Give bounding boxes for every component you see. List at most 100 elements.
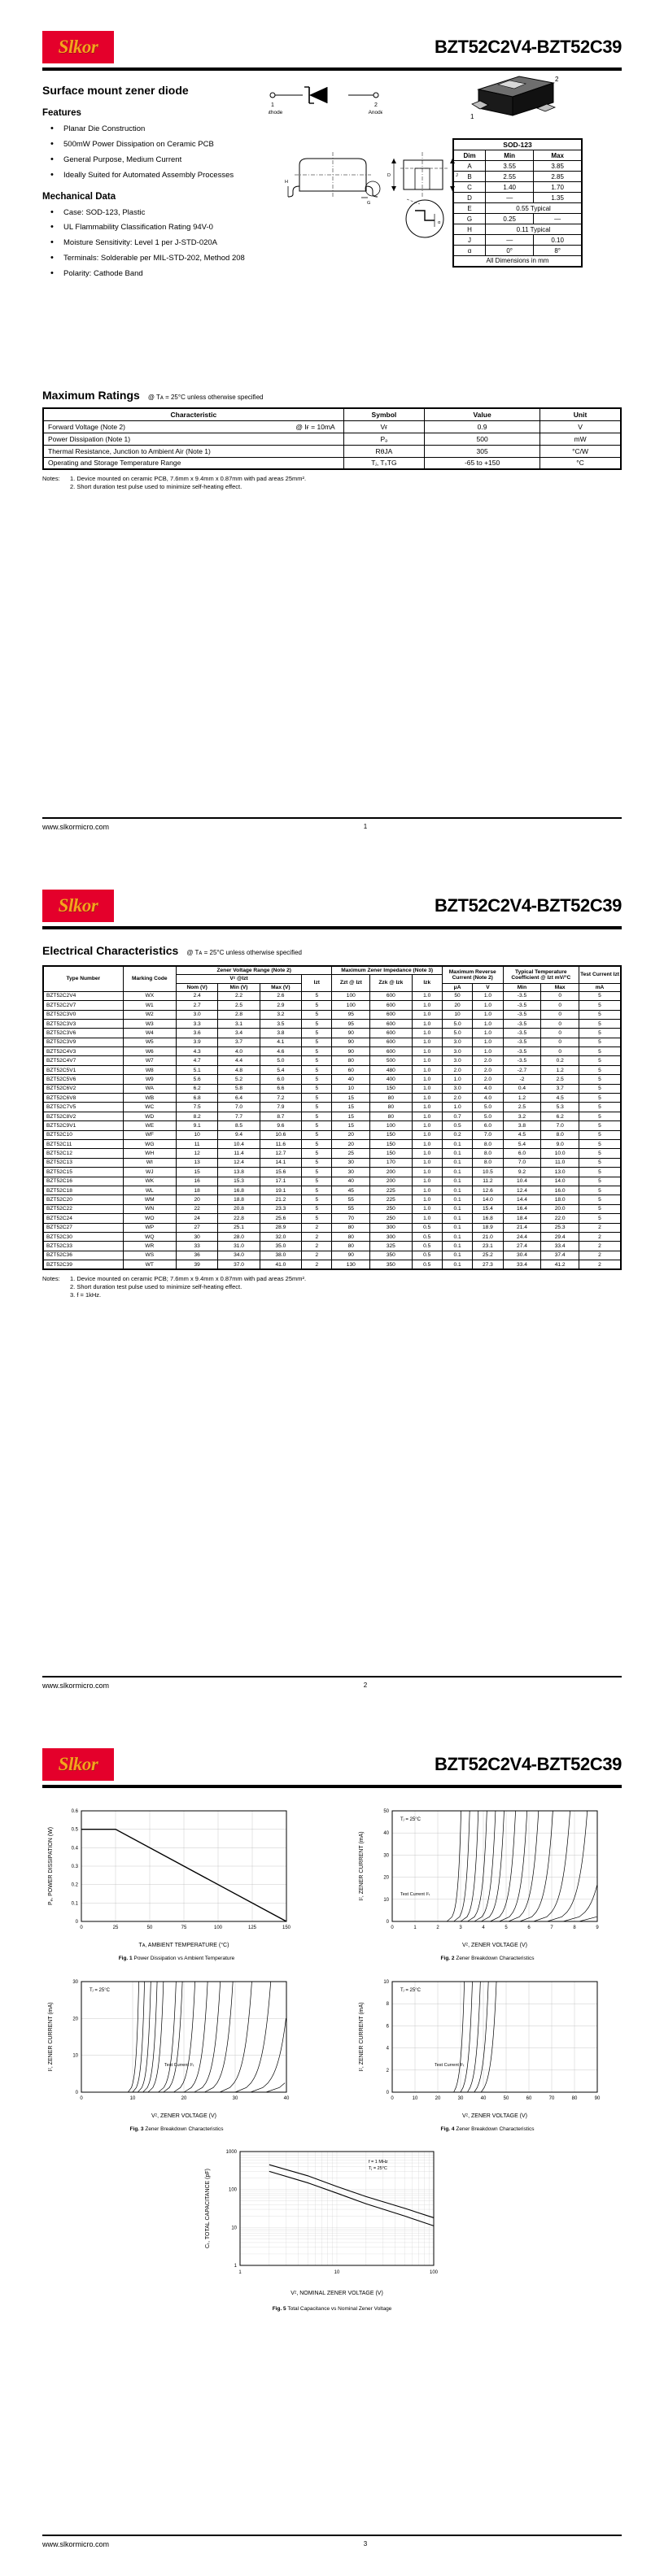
- ec-unit-tc-min: Min: [502, 982, 542, 992]
- ec-cell: 1.0: [472, 1000, 504, 1011]
- ec-cell: 17.1: [259, 1176, 303, 1186]
- fig3-caption: Fig. 3 Zener Breakdown Characteristics: [42, 2126, 311, 2133]
- ec-cell: 7.9: [259, 1102, 303, 1112]
- ec-cell: WH: [122, 1148, 177, 1159]
- ec-cell: 80: [369, 1093, 413, 1103]
- fig3-label: Fig. 3: [129, 2126, 144, 2133]
- zener-curve: [519, 1810, 553, 1922]
- ec-cell-type-number: BZT52C2V4: [42, 990, 124, 1002]
- dim-cell: 0.10: [533, 234, 583, 246]
- ec-cell: WF: [122, 1129, 177, 1141]
- ec-cell-type-number: BZT52C39: [42, 1260, 124, 1270]
- ec-cell: 13.8: [217, 1167, 260, 1177]
- mr-cell-symbol: Tⱼ, TₛTG: [343, 456, 426, 470]
- ec-cell: WP: [122, 1222, 177, 1233]
- ec-cell-type-number: BZT52C7V5: [42, 1102, 124, 1112]
- ec-cell: 300: [369, 1222, 413, 1233]
- ec-cell: 38.0: [259, 1250, 303, 1261]
- electrical-heading: Electrical Characteristics: [42, 944, 179, 957]
- ec-cell: 5: [301, 1213, 333, 1224]
- ec-cell: 15: [331, 1093, 371, 1103]
- page-footer: www.slkormicro.com 1: [42, 817, 622, 831]
- table-row: E 0.55 Typical: [452, 202, 583, 214]
- ec-cell: 6.6: [259, 1083, 303, 1094]
- ec-cell: 2.5: [217, 1000, 260, 1011]
- package-outline-drawing: H G: [283, 150, 413, 225]
- dim-cell: —: [533, 213, 583, 224]
- ec-cell: 1.0: [411, 1185, 443, 1196]
- mr-col-symbol: Symbol: [343, 407, 426, 421]
- ec-unit-izt-ma: mA: [579, 982, 622, 992]
- ec-cell-type-number: BZT52C9V1: [42, 1120, 124, 1131]
- ec-cell: 0.5: [411, 1250, 443, 1261]
- ec-cell-type-number: BZT52C27: [42, 1222, 124, 1233]
- fig4-annotation: Test Current Iᶻₜ: [435, 2063, 465, 2068]
- ec-cell: 80: [331, 1055, 371, 1066]
- dim-col-min: Min: [485, 150, 535, 161]
- ec-cell: 2: [301, 1241, 333, 1251]
- ec-cell: 0.1: [441, 1167, 474, 1177]
- x-tick-label: 2: [436, 1925, 439, 1930]
- ec-cell: 90: [331, 1028, 371, 1038]
- y-tick-label: 10: [72, 2054, 78, 2059]
- ec-cell: 45: [331, 1185, 371, 1196]
- x-tick-label: 125: [248, 1925, 257, 1930]
- y-tick-label: 0.5: [72, 1828, 79, 1833]
- ec-cell: 5: [579, 1037, 622, 1048]
- list-item: Polarity: Cathode Band: [42, 268, 286, 280]
- ec-cell: 1.0: [411, 1074, 443, 1085]
- table-row: BZT52C2V4 WX 2.4 2.2 2.6 5 100 600 1.0 50 1.0 -3.5 0…: [42, 990, 622, 1002]
- footer-url[interactable]: www.slkormicro.com: [42, 2540, 110, 2548]
- ec-cell: 0.1: [441, 1194, 474, 1205]
- ec-cell: 1.0: [411, 1129, 443, 1141]
- table-row: BZT52C2V7 W1 2.7 2.5 2.9 5 100 600 1.0 20 1.0 -3.5 0…: [42, 1000, 622, 1011]
- ec-cell: 5.0: [441, 1028, 474, 1038]
- dim-footnote: All Dimensions in mm: [452, 255, 583, 267]
- zener-curve: [474, 1810, 496, 1922]
- ec-cell: 3.4: [217, 1028, 260, 1038]
- x-tick-label: 30: [233, 2096, 238, 2101]
- ec-cell: 1.0: [411, 1064, 443, 1076]
- footer-url[interactable]: www.slkormicro.com: [42, 823, 110, 831]
- ec-cell: 37.0: [217, 1260, 260, 1270]
- dim-cell: B: [452, 171, 487, 182]
- ec-cell: 250: [369, 1203, 413, 1215]
- ec-cell: 2.5: [540, 1074, 580, 1085]
- zener-curve: [508, 1810, 540, 1922]
- ec-cell: 600: [369, 990, 413, 1002]
- ec-cell: 5: [301, 1167, 333, 1177]
- ec-col-type-number: Type Number: [42, 965, 124, 992]
- ec-cell: 5: [301, 1055, 333, 1066]
- list-item: Moisture Sensitivity: Level 1 per J-STD-…: [42, 237, 286, 249]
- ec-cell: 0.1: [441, 1241, 474, 1251]
- max-ratings-condition: @ Tᴀ = 25°C unless otherwise specified: [147, 394, 264, 401]
- svg-text:D: D: [387, 173, 391, 178]
- ec-cell: 2.0: [441, 1064, 474, 1076]
- zener-curve: [142, 1982, 158, 2093]
- ec-cell: 3.0: [175, 1009, 219, 1020]
- ec-cell: WE: [122, 1120, 177, 1131]
- ec-cell: 5.0: [472, 1111, 504, 1122]
- zener-curve: [460, 1810, 479, 1922]
- footer-url[interactable]: www.slkormicro.com: [42, 1682, 110, 1690]
- mr-cell-characteristic: Forward Voltage (Note 2) @ Iғ = 10mA: [42, 420, 344, 433]
- ec-cell: 1.0: [411, 1037, 443, 1048]
- ec-cell-type-number: BZT52C13: [42, 1157, 124, 1168]
- ec-cell: 1.0: [411, 1157, 443, 1168]
- svg-text:Pₔ, POWER DISSIPATION (W): Pₔ, POWER DISSIPATION (W): [48, 1827, 54, 1905]
- ec-cell-type-number: BZT52C22: [42, 1203, 124, 1215]
- ec-cell: -3.5: [502, 1000, 542, 1011]
- document-subtitle: Surface mount zener diode: [42, 84, 189, 97]
- y-tick-label: 0: [387, 1920, 390, 1925]
- max-ratings-table: Characteristic Symbol Value Unit Forward…: [42, 407, 622, 470]
- table-row: BZT52C4V3 W6 4.3 4.0 4.6 5 90 600 1.0 3.0 1.0 -3.5 0…: [42, 1046, 622, 1057]
- dim-col-dim: Dim: [452, 150, 487, 161]
- ec-cell: 350: [369, 1250, 413, 1261]
- mr-cell-characteristic: Thermal Resistance, Junction to Ambient …: [42, 444, 344, 458]
- ec-cell: 1.0: [472, 1037, 504, 1048]
- ec-cell: WN: [122, 1203, 177, 1215]
- svg-text:Iᶻ, ZENER CURRENT (mA): Iᶻ, ZENER CURRENT (mA): [359, 2003, 365, 2072]
- table-row: BZT52C39 WT 39 37.0 41.0 2 130 350 0.5 0.1 27.3 33.…: [42, 1260, 622, 1270]
- x-tick-label: 30: [458, 2096, 464, 2101]
- ec-cell: 1.0: [411, 1009, 443, 1020]
